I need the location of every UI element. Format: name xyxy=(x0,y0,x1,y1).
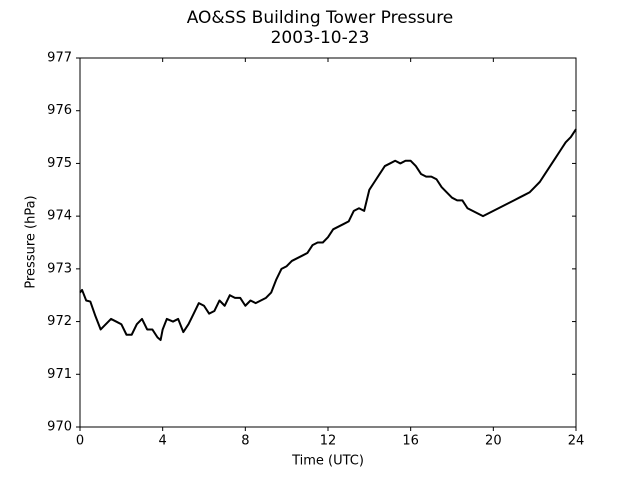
x-tick-label: 12 xyxy=(320,434,337,449)
x-tick-label: 0 xyxy=(76,434,84,449)
y-axis-label: Pressure (hPa) xyxy=(24,195,39,288)
y-tick-label: 973 xyxy=(47,261,72,276)
x-tick-label: 24 xyxy=(568,434,585,449)
data-line xyxy=(79,128,577,342)
chart-subtitle: 2003-10-23 xyxy=(271,28,370,48)
y-tick-label: 971 xyxy=(47,367,72,382)
chart-title: AO&SS Building Tower Pressure xyxy=(187,8,454,28)
x-tick-label: 8 xyxy=(241,434,249,449)
y-tick-label: 977 xyxy=(47,51,72,66)
y-tick-label: 976 xyxy=(47,103,72,118)
x-tick-label: 4 xyxy=(159,434,167,449)
y-tick-label: 972 xyxy=(47,314,72,329)
y-tick-label: 970 xyxy=(47,420,72,435)
y-tick-label: 975 xyxy=(47,156,72,171)
y-tick-label: 974 xyxy=(47,209,72,224)
x-tick-label: 16 xyxy=(402,434,419,449)
plot-frame xyxy=(79,57,577,428)
x-tick-label: 20 xyxy=(485,434,502,449)
x-axis-label: Time (UTC) xyxy=(291,454,364,469)
